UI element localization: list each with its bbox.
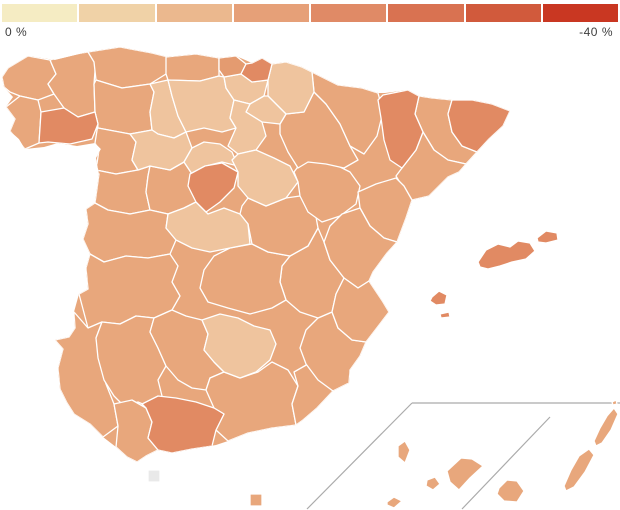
region-formentera[interactable] <box>439 311 451 319</box>
region-la-gomera[interactable] <box>425 476 441 491</box>
region-caceres[interactable] <box>82 202 177 263</box>
region-cadiz[interactable] <box>113 399 159 462</box>
region-guadalajara[interactable] <box>231 149 299 207</box>
region-gran-canaria[interactable] <box>496 479 525 503</box>
legend-swatch-5 <box>311 4 387 22</box>
region-la-palma[interactable] <box>397 440 411 464</box>
region-navarra[interactable] <box>267 61 315 115</box>
region-lanzarote[interactable] <box>593 407 619 447</box>
region-cantabria[interactable] <box>165 53 220 82</box>
region-lleida[interactable] <box>377 89 424 169</box>
region-huesca[interactable] <box>311 71 384 155</box>
region-ibiza[interactable] <box>429 290 448 306</box>
region-fuerteventura[interactable] <box>563 448 595 492</box>
region-asturias[interactable] <box>87 47 169 89</box>
canary-inset-line-middle <box>461 416 551 510</box>
region-melilla[interactable] <box>249 493 263 507</box>
region-valladolid[interactable] <box>129 129 193 171</box>
region-el-hierro[interactable] <box>386 496 403 509</box>
legend-max-label: -40 % <box>579 25 613 39</box>
region-alicante[interactable] <box>331 277 390 343</box>
legend-swatch-1 <box>2 4 78 22</box>
region-valencia[interactable] <box>323 207 398 289</box>
region-menorca[interactable] <box>536 230 559 244</box>
region-la-graciosa[interactable] <box>611 399 618 406</box>
region-madrid[interactable] <box>187 162 239 213</box>
legend-swatch-4 <box>233 4 309 22</box>
region-jaen[interactable] <box>201 313 277 379</box>
region-pontevedra[interactable] <box>5 95 42 150</box>
legend-swatch-3 <box>156 4 232 22</box>
legend-swatch-8 <box>542 4 618 22</box>
region-leon[interactable] <box>93 79 155 135</box>
region-ciudad-real[interactable] <box>199 243 291 315</box>
legend-swatch-7 <box>465 4 541 22</box>
canary-islands-inset <box>306 402 620 510</box>
legend-swatch-2 <box>79 4 155 22</box>
legend-swatch-6 <box>388 4 464 22</box>
region-granada[interactable] <box>205 361 299 442</box>
region-gipuzkoa[interactable] <box>240 57 273 83</box>
region-segovia[interactable] <box>183 141 239 175</box>
canary-inset-line-left <box>306 402 413 510</box>
region-ourense[interactable] <box>38 107 99 145</box>
color-scale-legend: 0 % -40 % <box>0 4 620 39</box>
region-ceuta[interactable] <box>147 469 161 483</box>
region-soria[interactable] <box>227 99 267 155</box>
region-tenerife[interactable] <box>446 457 484 491</box>
region-mallorca[interactable] <box>477 240 536 270</box>
legend-min-label: 0 % <box>5 25 28 39</box>
legend-swatch-bar <box>0 4 620 22</box>
